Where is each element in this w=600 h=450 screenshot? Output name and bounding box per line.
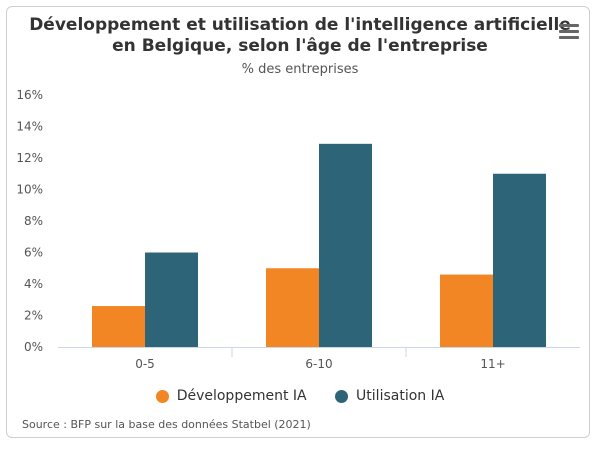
legend: Développement IA Utilisation IA <box>0 388 600 407</box>
y-tick-label: 6% <box>24 246 43 260</box>
chart-subtitle: % des entreprises <box>241 62 359 77</box>
y-tick-label: 4% <box>24 277 43 291</box>
bar-usage-6-10 <box>319 143 372 347</box>
legend-label-usage: Utilisation IA <box>356 388 445 404</box>
chart-title-line1: Développement et utilisation de l'intell… <box>29 15 571 35</box>
legend-label-development: Développement IA <box>176 388 307 404</box>
bar-usage-0-5 <box>145 252 198 347</box>
x-tick-label: 6-10 <box>305 357 332 371</box>
legend-item-usage[interactable]: Utilisation IA <box>335 388 444 404</box>
bar-usage-11+ <box>493 173 546 347</box>
chart-title: Développement et utilisation de l'intell… <box>0 15 600 57</box>
bar-development-11+ <box>440 274 493 347</box>
y-tick-label: 14% <box>16 120 43 134</box>
source-note: Source : BFP sur la base des données Sta… <box>22 418 311 431</box>
y-tick-label: 2% <box>24 309 43 323</box>
legend-item-development[interactable]: Développement IA <box>155 388 307 404</box>
y-tick-label: 10% <box>16 183 43 197</box>
y-tick-label: 8% <box>24 214 43 228</box>
y-tick-label: 16% <box>16 88 43 102</box>
bar-development-6-10 <box>266 268 319 347</box>
y-tick-label: 0% <box>24 340 43 354</box>
hamburger-menu-icon[interactable] <box>559 24 579 40</box>
chart-title-line2: en Belgique, selon l'âge de l'entreprise <box>112 36 488 56</box>
legend-dot-usage <box>335 389 349 403</box>
y-tick-label: 12% <box>16 151 43 165</box>
chart-container <box>6 6 590 438</box>
legend-dot-development <box>155 389 169 403</box>
x-tick-label: 11+ <box>480 357 505 371</box>
x-tick-label: 0-5 <box>135 357 155 371</box>
bar-development-0-5 <box>92 306 145 347</box>
